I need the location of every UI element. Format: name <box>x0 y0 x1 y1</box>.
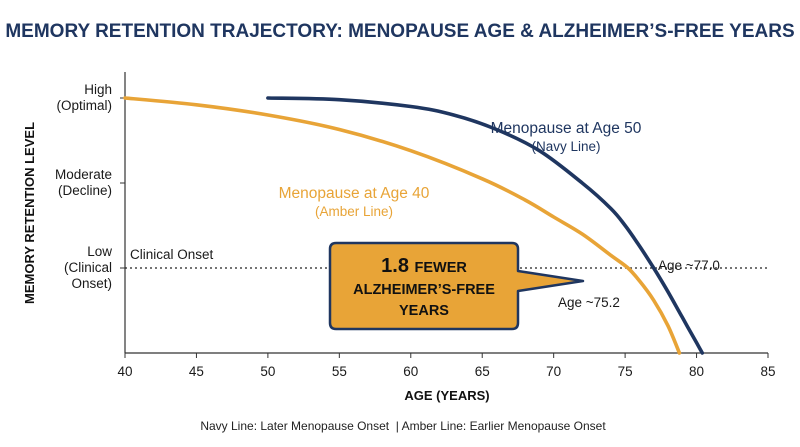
callout-fewer: FEWER <box>415 260 468 276</box>
series-line-age-50 <box>266 96 705 355</box>
y-tick-label: (Clinical <box>64 260 112 275</box>
threshold-label: Clinical Onset <box>130 247 214 262</box>
footnote: Navy Line: Later Menopause Onset | Amber… <box>200 419 606 433</box>
callout-line-2: ALZHEIMER’S-FREE <box>353 282 495 298</box>
x-tick-label: 75 <box>618 364 633 379</box>
y-tick-label: (Optimal) <box>56 98 112 113</box>
series-label-age-40: Menopause at Age 40 <box>279 185 430 202</box>
x-tick-label: 70 <box>546 364 561 379</box>
y-tick-label: Moderate <box>55 167 112 182</box>
x-tick-label: 50 <box>260 364 275 379</box>
callout-line-3: YEARS <box>399 303 449 319</box>
x-tick-label: 80 <box>689 364 704 379</box>
series-label-age-50: Menopause at Age 50 <box>491 120 642 137</box>
x-axis-title: AGE (YEARS) <box>404 388 489 403</box>
series-line-age-40 <box>123 96 682 355</box>
chart-title: MEMORY RETENTION TRAJECTORY: MENOPAUSE A… <box>5 21 794 42</box>
y-tick-label: Low <box>87 244 112 259</box>
callout-number: 1.8 <box>381 255 414 277</box>
x-tick-label: 60 <box>403 364 418 379</box>
y-tick-label: High <box>84 82 112 97</box>
callout-line-1: 1.8 FEWER <box>381 255 467 277</box>
y-axis-title: MEMORY RETENTION LEVEL <box>22 122 37 304</box>
series-sublabel-age-50: (Navy Line) <box>531 139 600 154</box>
series-sublabel-age-40: (Amber Line) <box>315 204 393 219</box>
callout-box: 1.8 FEWER ALZHEIMER’S-FREE YEARS <box>328 241 585 331</box>
y-tick-label: (Decline) <box>58 183 112 198</box>
x-tick-label: 55 <box>332 364 347 379</box>
y-tick-label: Onset) <box>71 276 112 291</box>
x-tick-label: 45 <box>189 364 204 379</box>
x-tick-label: 40 <box>117 364 132 379</box>
x-tick-label: 85 <box>760 364 775 379</box>
annotation-navy-age: Age ~77.0 <box>658 258 720 273</box>
callout-shape <box>328 241 585 331</box>
annotation-amber-age: Age ~75.2 <box>558 295 620 310</box>
x-tick-label: 65 <box>475 364 490 379</box>
